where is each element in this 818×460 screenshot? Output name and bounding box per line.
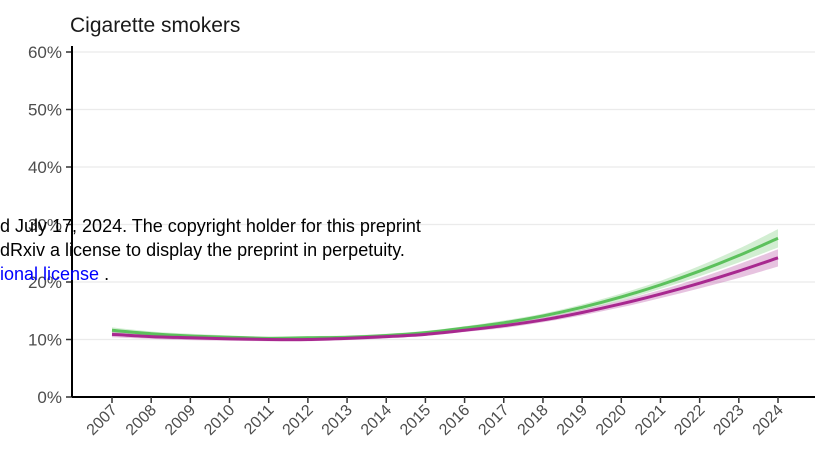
series-2-confidence-band bbox=[112, 249, 778, 342]
x-tick-label: 2019 bbox=[554, 402, 591, 439]
x-tick-label: 2007 bbox=[84, 402, 121, 439]
x-tick-label: 2022 bbox=[671, 402, 708, 439]
x-tick-label: 2020 bbox=[593, 402, 630, 439]
x-tick-label: 2017 bbox=[475, 402, 512, 439]
x-tick-label: 2008 bbox=[123, 402, 160, 439]
preprint-notice-line-3: ional license . bbox=[0, 264, 109, 285]
x-tick-label: 2009 bbox=[162, 402, 199, 439]
x-tick-label: 2015 bbox=[397, 402, 434, 439]
preprint-notice-line-1: d July 17, 2024. The copyright holder fo… bbox=[0, 216, 421, 236]
y-tick-label: 10% bbox=[28, 331, 62, 350]
y-tick-label: 30% bbox=[28, 216, 62, 235]
y-tick-label: 60% bbox=[28, 43, 62, 62]
x-tick-label: 2012 bbox=[280, 402, 317, 439]
x-tick-label: 2016 bbox=[436, 402, 473, 439]
license-link-tail: . bbox=[99, 264, 110, 284]
series-lines bbox=[111, 236, 779, 342]
x-tick-label: 2024 bbox=[750, 402, 787, 439]
confidence-bands bbox=[112, 229, 778, 342]
x-tick-label: 2013 bbox=[319, 402, 356, 439]
x-tick-label: 2014 bbox=[358, 402, 395, 439]
x-axis-ticks: 2007 2008 2009 2010 2011 2012 2013 2014 2015 2016… bbox=[84, 397, 787, 439]
chart-title: Cigarette smokers bbox=[70, 14, 240, 37]
x-tick-label: 2021 bbox=[632, 402, 669, 439]
y-tick-label: 40% bbox=[28, 158, 62, 177]
y-tick-label: 50% bbox=[28, 101, 62, 120]
series-2-line bbox=[111, 256, 779, 342]
x-tick-label: 2023 bbox=[710, 402, 747, 439]
preprint-notice-line-2: dRxiv a license to display the preprint … bbox=[0, 240, 405, 260]
x-tick-label: 2011 bbox=[241, 402, 277, 438]
license-link[interactable]: ional license bbox=[0, 264, 100, 284]
x-tick-label: 2018 bbox=[515, 402, 552, 439]
series-1-line bbox=[111, 236, 779, 340]
x-tick-label: 2010 bbox=[201, 402, 238, 439]
y-tick-label: 20% bbox=[28, 273, 62, 292]
y-tick-label: 0% bbox=[37, 388, 62, 407]
